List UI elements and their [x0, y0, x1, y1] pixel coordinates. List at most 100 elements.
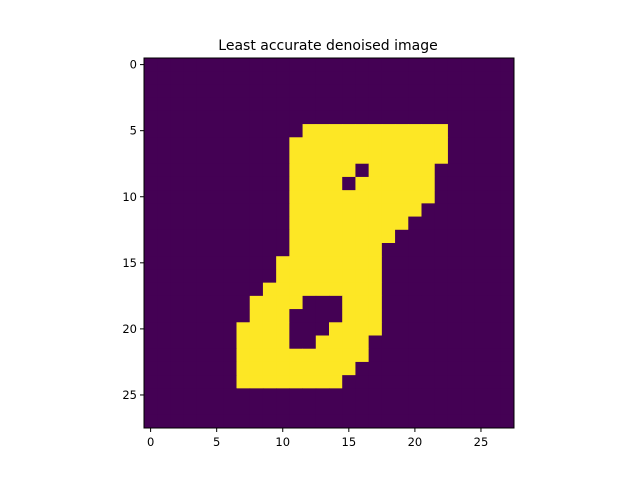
heatmap-cell — [236, 71, 251, 85]
heatmap-cell — [395, 137, 409, 151]
heatmap-cell — [395, 309, 409, 323]
heatmap-cell — [302, 348, 317, 363]
heatmap-cell — [447, 229, 462, 244]
heatmap-cell — [315, 124, 330, 138]
heatmap-cell — [262, 348, 277, 363]
heatmap-cell — [487, 163, 502, 178]
heatmap-cell — [276, 322, 290, 336]
heatmap-cell — [249, 216, 264, 231]
heatmap-cell — [144, 190, 158, 204]
heatmap-cell — [210, 269, 224, 284]
heatmap-cell — [157, 137, 171, 151]
heatmap-cell — [170, 137, 185, 151]
heatmap-cell — [236, 150, 251, 165]
heatmap-cell — [342, 97, 356, 112]
heatmap-cell — [421, 256, 436, 270]
heatmap-cell — [144, 163, 158, 178]
heatmap-cell — [210, 322, 224, 336]
heatmap-cell — [500, 401, 515, 416]
heatmap-cell — [302, 58, 317, 72]
heatmap-cell — [315, 110, 330, 125]
heatmap-cell — [342, 269, 356, 284]
heatmap-cell — [461, 216, 475, 231]
heatmap-cell — [210, 216, 224, 231]
heatmap-cell — [157, 110, 171, 125]
heatmap-cell — [262, 176, 277, 191]
heatmap-cell — [196, 388, 211, 402]
heatmap-cell — [500, 71, 515, 85]
heatmap-cell — [302, 229, 317, 244]
heatmap-cell — [157, 401, 171, 416]
heatmap-cell — [355, 295, 370, 310]
heatmap-cell — [170, 190, 185, 204]
heatmap-cell — [421, 243, 436, 257]
x-axis: 0 5 10 15 20 25 — [147, 428, 488, 449]
heatmap-cell — [196, 335, 211, 350]
heatmap-cell — [342, 163, 356, 178]
heatmap-cell — [302, 243, 317, 257]
heatmap-cell — [196, 414, 211, 429]
heatmap-cell — [157, 243, 171, 257]
heatmap-cell — [329, 269, 343, 284]
heatmap-cell — [262, 295, 277, 310]
heatmap-cell — [144, 124, 158, 138]
heatmap-cell — [342, 71, 356, 85]
heatmap-cell — [315, 229, 330, 244]
heatmap-cell — [276, 414, 290, 429]
heatmap-cell — [408, 203, 422, 217]
heatmap-cell — [170, 309, 185, 323]
heatmap-cell — [170, 176, 185, 191]
heatmap-cell — [381, 58, 396, 72]
heatmap-cell — [262, 229, 277, 244]
heatmap-cell — [500, 361, 515, 376]
heatmap-cell — [144, 229, 158, 244]
heatmap-cell — [223, 295, 237, 310]
heatmap-cell — [329, 110, 343, 125]
heatmap-cell — [249, 295, 264, 310]
heatmap-cell — [500, 137, 515, 151]
heatmap-cell — [289, 414, 303, 429]
heatmap-cell — [408, 190, 422, 204]
heatmap-cell — [355, 124, 370, 138]
heatmap-cell — [329, 229, 343, 244]
heatmap-cell — [236, 229, 251, 244]
heatmap-cell — [342, 176, 356, 191]
heatmap-cell — [487, 348, 502, 363]
heatmap-cell — [302, 110, 317, 125]
heatmap-cell — [474, 269, 488, 284]
heatmap-cell — [355, 229, 370, 244]
heatmap-cell — [487, 58, 502, 72]
heatmap-cell — [183, 361, 198, 376]
heatmap-cell — [408, 375, 422, 389]
heatmap-cell — [276, 124, 290, 138]
heatmap-cell — [408, 110, 422, 125]
heatmap-cell — [461, 361, 475, 376]
heatmap-cell — [342, 243, 356, 257]
heatmap-cell — [368, 71, 383, 85]
heatmap-cell — [395, 375, 409, 389]
heatmap-cell — [447, 414, 462, 429]
heatmap-cell — [236, 282, 251, 297]
heatmap-cell — [381, 163, 396, 178]
heatmap-cell — [395, 110, 409, 125]
heatmap-cell — [289, 375, 303, 389]
heatmap-cell — [368, 58, 383, 72]
heatmap-cell — [315, 282, 330, 297]
heatmap-cell — [447, 71, 462, 85]
heatmap-cell — [447, 190, 462, 204]
heatmap-cell — [434, 322, 449, 336]
heatmap-cell — [474, 243, 488, 257]
heatmap-cell — [381, 110, 396, 125]
heatmap-cell — [474, 401, 488, 416]
heatmap-cell — [487, 282, 502, 297]
heatmap-cell — [210, 309, 224, 323]
heatmap-cell — [474, 256, 488, 270]
heatmap-cell — [289, 295, 303, 310]
heatmap-cell — [223, 110, 237, 125]
heatmap-cell — [157, 163, 171, 178]
heatmap-cell — [342, 388, 356, 402]
heatmap-cell — [487, 295, 502, 310]
heatmap-cell — [249, 110, 264, 125]
heatmap-cell — [368, 414, 383, 429]
heatmap-cell — [223, 335, 237, 350]
